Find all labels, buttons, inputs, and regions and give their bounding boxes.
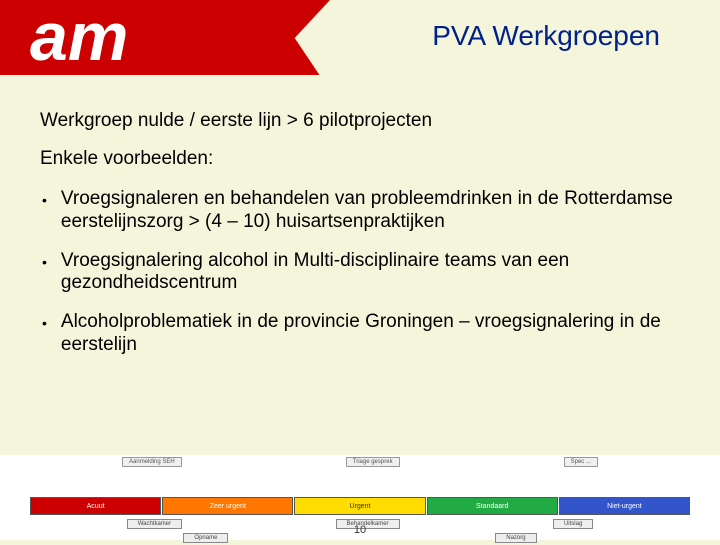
flow-box: Nazorg bbox=[495, 533, 536, 543]
flow-box: Behandelkamer bbox=[336, 519, 400, 529]
bullet-icon: • bbox=[42, 315, 47, 357]
list-item-text: Vroegsignalering alcohol in Multi-discip… bbox=[61, 250, 680, 296]
triage-row: Acuut Zeer urgent Urgent Standaard Niet-… bbox=[0, 497, 720, 517]
list-item: • Alcoholproblematiek in de provincie Gr… bbox=[40, 311, 680, 357]
logo: am bbox=[0, 0, 330, 75]
flow-box: Wachtkamer bbox=[127, 519, 182, 529]
triage-acuut: Acuut bbox=[30, 497, 161, 515]
flow-box: Triage gesprek bbox=[346, 457, 400, 467]
slide-title: PVA Werkgroepen bbox=[432, 20, 660, 52]
triage-zeer-urgent: Zeer urgent bbox=[162, 497, 293, 515]
page-number: 10 bbox=[354, 524, 366, 536]
list-item: • Vroegsignalering alcohol in Multi-disc… bbox=[40, 250, 680, 296]
logo-text: am bbox=[30, 0, 128, 75]
triage-niet-urgent: Niet-urgent bbox=[559, 497, 690, 515]
intro-line-2: Enkele voorbeelden: bbox=[40, 148, 680, 170]
list-item-text: Alcoholproblematiek in de provincie Gron… bbox=[61, 311, 680, 357]
intro-line-1: Werkgroep nulde / eerste lijn > 6 pilotp… bbox=[40, 110, 680, 132]
bullet-list: • Vroegsignaleren en behandelen van prob… bbox=[40, 188, 680, 357]
triage-standaard: Standaard bbox=[427, 497, 558, 515]
flow-box: Uitslag bbox=[553, 519, 593, 529]
list-item-text: Vroegsignaleren en behandelen van proble… bbox=[61, 188, 680, 234]
footer-flowchart: Aanmelding SEH Triage gesprek Spec ... A… bbox=[0, 455, 720, 540]
list-item: • Vroegsignaleren en behandelen van prob… bbox=[40, 188, 680, 234]
bullet-icon: • bbox=[42, 254, 47, 296]
flowchart-top-row: Aanmelding SEH Triage gesprek Spec ... bbox=[0, 455, 720, 469]
slide-content: Werkgroep nulde / eerste lijn > 6 pilotp… bbox=[0, 90, 720, 357]
flow-box: Aanmelding SEH bbox=[122, 457, 182, 467]
bullet-icon: • bbox=[42, 192, 47, 234]
slide-header: am PVA Werkgroepen bbox=[0, 0, 720, 90]
flow-box: Opname bbox=[183, 533, 228, 543]
flow-box: Spec ... bbox=[564, 457, 598, 467]
triage-urgent: Urgent bbox=[294, 497, 425, 515]
